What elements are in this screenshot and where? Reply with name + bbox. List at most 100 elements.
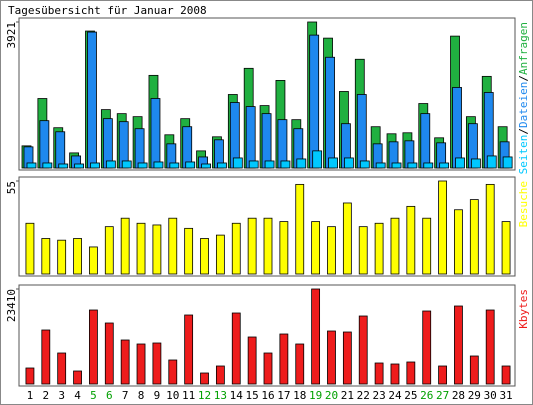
bar: [327, 226, 336, 275]
bar: [215, 365, 225, 385]
bar: [41, 238, 51, 275]
bar: [358, 315, 368, 385]
x-tick-label: 14: [230, 389, 244, 402]
bar: [231, 312, 241, 385]
legend-entry: Anfragen: [517, 22, 530, 75]
bar: [168, 359, 178, 385]
bar: [295, 183, 305, 275]
bar: [374, 222, 384, 275]
y-tick-label: 3921: [5, 22, 18, 49]
bar: [90, 162, 100, 169]
bar: [263, 352, 273, 385]
legend-separator: /: [517, 128, 530, 135]
bar: [423, 162, 434, 169]
bar: [438, 365, 447, 385]
bar: [407, 162, 418, 169]
bar: [327, 330, 336, 385]
bar: [406, 205, 416, 275]
bar: [422, 310, 432, 385]
bar: [25, 367, 35, 385]
bar: [152, 342, 162, 385]
bar: [231, 222, 241, 275]
bar: [248, 160, 259, 169]
legend: Besuche: [517, 181, 530, 227]
x-tick-label: 8: [138, 389, 145, 402]
x-tick-label: 4: [74, 389, 81, 402]
bar: [120, 217, 130, 275]
x-tick-label: 27: [436, 389, 449, 402]
bar: [422, 217, 432, 275]
chart-title: Tagesübersicht für Januar 2008: [8, 4, 207, 17]
bar: [501, 365, 511, 385]
bar: [502, 156, 513, 169]
bar: [375, 162, 386, 169]
bar: [312, 150, 323, 169]
bar: [74, 163, 85, 169]
x-tick-label: 24: [388, 389, 402, 402]
legend: Kbytes: [517, 289, 530, 329]
legend-separator: /: [517, 75, 530, 82]
bar: [89, 246, 98, 275]
bar: [42, 162, 53, 169]
legend-entry: Seiten: [517, 135, 530, 175]
x-tick-label: 5: [90, 389, 97, 402]
y-tick-label: 23410: [5, 289, 18, 322]
bar: [136, 222, 146, 275]
bar: [439, 162, 450, 169]
x-tick-label: 29: [468, 389, 481, 402]
bar: [311, 288, 321, 385]
bar: [73, 370, 82, 385]
bar: [232, 157, 243, 169]
bar: [391, 162, 402, 169]
bar: [121, 160, 132, 169]
x-tick-label: 10: [166, 389, 179, 402]
bar: [55, 131, 66, 169]
bar: [359, 160, 370, 169]
bar: [105, 160, 116, 169]
x-tick-label: 9: [154, 389, 161, 402]
legend-entry: Besuche: [517, 181, 530, 227]
bar: [137, 162, 148, 169]
x-tick-label: 6: [106, 389, 113, 402]
legend-entry: Kbytes: [517, 289, 530, 329]
bar: [485, 309, 495, 385]
bar: [57, 352, 67, 385]
bar: [104, 226, 114, 275]
bar: [200, 372, 209, 385]
x-tick-label: 2: [42, 389, 49, 402]
bar: [470, 158, 481, 169]
bar: [311, 221, 321, 275]
bar: [264, 160, 275, 169]
x-tick-label: 1: [27, 389, 34, 402]
bar: [328, 157, 338, 169]
bar: [153, 161, 164, 169]
bar: [279, 221, 289, 275]
x-tick-label: 20: [325, 389, 338, 402]
bar: [25, 222, 35, 275]
legend-entry: Dateien: [517, 82, 530, 128]
x-tick-label: 11: [182, 389, 195, 402]
bar: [455, 157, 465, 169]
bar: [57, 239, 67, 275]
bar: [261, 113, 272, 169]
bar: [296, 158, 307, 169]
bar: [454, 305, 463, 385]
x-tick-label: 30: [484, 389, 497, 402]
bar: [280, 160, 291, 169]
x-tick-label: 12: [198, 389, 211, 402]
x-tick-label: 18: [293, 389, 306, 402]
x-tick-label: 21: [341, 389, 354, 402]
bar: [358, 226, 368, 275]
bar: [295, 343, 305, 385]
bar: [41, 329, 51, 385]
bar: [120, 339, 130, 385]
bar: [185, 161, 196, 169]
x-tick-label: 26: [420, 389, 433, 402]
bar: [26, 162, 37, 169]
bar: [215, 234, 225, 275]
bar: [390, 363, 400, 385]
bar: [469, 199, 479, 275]
bar: [325, 56, 335, 169]
x-tick-label: 23: [372, 389, 385, 402]
bar: [152, 224, 162, 275]
